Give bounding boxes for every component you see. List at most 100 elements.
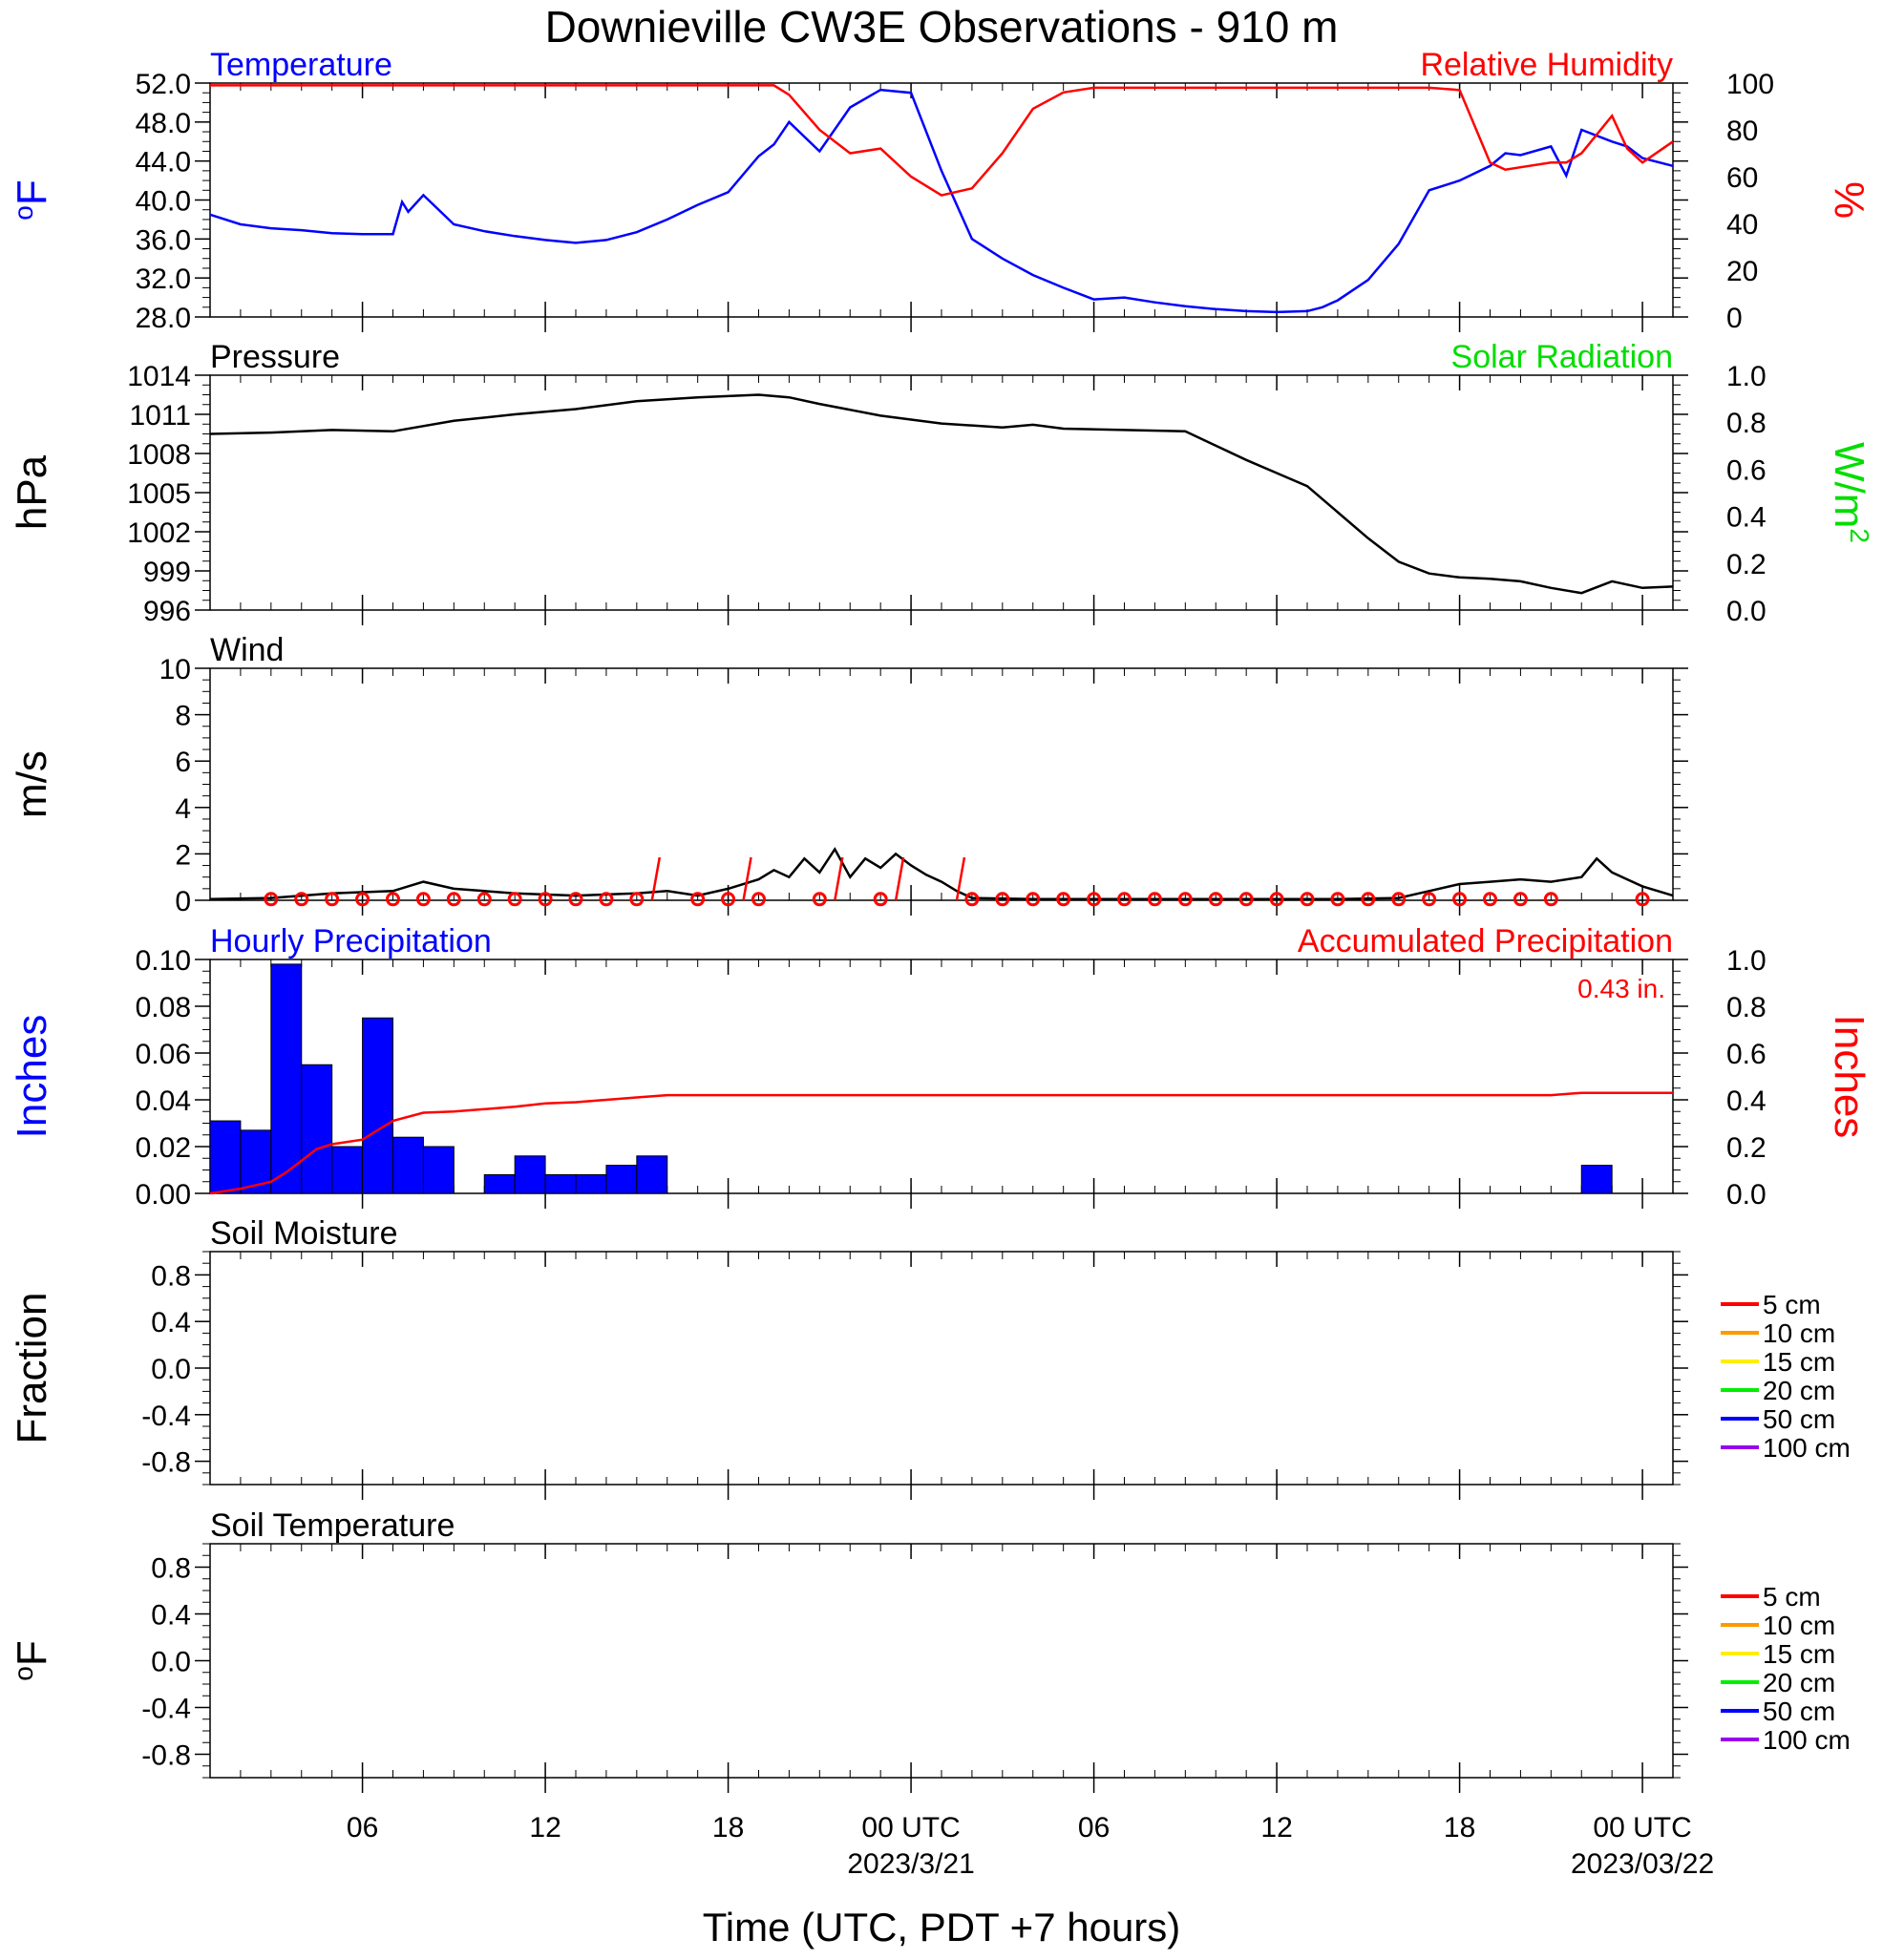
y-left-tick-label: 0 [175, 886, 191, 917]
precip-bar [605, 1165, 638, 1194]
wind-calm-circle [751, 892, 766, 907]
wind-calm-circle [386, 892, 400, 907]
y-left-tick-label: -0.4 [141, 1401, 191, 1432]
y-left-tick-label: 28.0 [136, 303, 191, 334]
y-right-tick-label: 20 [1726, 256, 1758, 287]
y-left-tick-label: 0.8 [151, 1553, 191, 1585]
wind-calm-circle [446, 892, 461, 907]
y-right-tick-label: 0.2 [1726, 549, 1767, 580]
y-left-tick-label: 44.0 [136, 147, 191, 179]
legend-label: 50 cm [1763, 1404, 1835, 1434]
figure-title: Downieville CW3E Observations - 910 m [545, 2, 1339, 52]
wind-calm-circle [812, 892, 827, 907]
y-left-tick-label: -0.8 [141, 1447, 191, 1479]
y-right-tick-label: 60 [1726, 162, 1758, 194]
wind-calm-circle [476, 892, 492, 907]
precip-bar [331, 1146, 364, 1194]
wind-calm-circle [1361, 892, 1376, 907]
y-left-tick-label: 48.0 [136, 108, 191, 139]
y-left-tick-label: 0.10 [136, 945, 191, 977]
wind-calm-circle [507, 892, 522, 907]
y-right-tick-label: 1.0 [1726, 945, 1767, 977]
panel-temperature_humidity: 28.0 32.0 36.0 40.0 44.0 48.0 52.0 0 20 40 60 80 100… [9, 47, 1872, 334]
y-left-axis-label: oF [9, 1640, 55, 1680]
precip-bar [270, 963, 303, 1194]
precip-bar [514, 1155, 546, 1194]
wind-calm-circle [325, 892, 340, 907]
wind-calm-circle [1452, 892, 1468, 907]
panel-pressure_solar: 996 999 1002 1005 1008 1011 1014 0.0 0.2 0.4 0.6 0.… [9, 339, 1874, 627]
wind-calm-circle [873, 892, 888, 907]
y-left-tick-label: 0.00 [136, 1179, 191, 1211]
x-tick-label: 12 [529, 1812, 561, 1844]
y-right-tick-label: 0.0 [1726, 1179, 1767, 1211]
y-right-tick-label: 0.2 [1726, 1132, 1767, 1164]
y-right-tick-label: 100 [1726, 69, 1774, 100]
y-right-tick-label: 0.6 [1726, 454, 1767, 486]
wind-calm-circle [1177, 892, 1193, 907]
panel-wind: 0 2 4 6 8 10 Wind m/s [9, 632, 1688, 917]
y-left-tick-label: 0.02 [136, 1132, 191, 1164]
wind-barb [834, 856, 844, 901]
y-left-tick-label: 0.04 [136, 1085, 191, 1117]
x-tick-label: 06 [1078, 1812, 1110, 1844]
y-left-tick-label: 0.0 [151, 1354, 191, 1385]
series-pressure [209, 393, 1674, 595]
x-tick-date-label: 2023/3/21 [847, 1848, 974, 1880]
plot-frame [209, 1251, 1674, 1486]
wind-calm-circle [1300, 892, 1315, 907]
y-left-tick-label: 0.8 [151, 1260, 191, 1292]
wind-barb [894, 856, 905, 901]
y-left-tick-label: 0.4 [151, 1307, 191, 1338]
wind-calm-circle [629, 892, 645, 907]
legend-label: 10 cm [1763, 1318, 1835, 1348]
precip-bar [1580, 1165, 1613, 1194]
y-left-tick-label: 1014 [127, 361, 191, 392]
y-right-tick-label: 0.8 [1726, 992, 1767, 1023]
legend-label: 5 cm [1763, 1582, 1821, 1612]
wind-calm-circle [1208, 892, 1223, 907]
wind-calm-circle [1635, 892, 1650, 907]
wind-calm-circle [355, 892, 370, 907]
wind-calm-circle [1087, 892, 1102, 907]
legend-label: 10 cm [1763, 1611, 1835, 1640]
panel-soil_moisture: -0.8 -0.4 0.0 0.4 0.8 Soil Moisture Fraction 5 … [9, 1215, 1851, 1500]
legend-label: 20 cm [1763, 1668, 1835, 1697]
panel-right-title: Solar Radiation [1451, 339, 1673, 375]
y-left-tick-label: 999 [143, 557, 191, 588]
y-right-tick-label: 40 [1726, 209, 1758, 241]
wind-barb [955, 856, 966, 901]
y-right-tick-label: 0.4 [1726, 502, 1767, 534]
y-left-axis-label: m/s [9, 750, 55, 818]
wind-calm-circle [415, 892, 431, 907]
x-axis-label: Time (UTC, PDT +7 hours) [703, 1905, 1181, 1949]
wind-calm-circle [599, 892, 614, 907]
y-right-tick-label: 0.8 [1726, 408, 1767, 439]
panel-left-title: Hourly Precipitation [210, 923, 492, 959]
y-left-tick-label: 1008 [127, 439, 191, 471]
precip-bar [544, 1173, 577, 1194]
y-left-tick-label: 1011 [129, 400, 191, 432]
panel-left-title: Wind [210, 632, 284, 668]
wind-calm-circle [1147, 892, 1162, 907]
y-left-tick-label: 1005 [127, 478, 191, 510]
wind-calm-circle [1117, 892, 1132, 907]
y-left-tick-label: 1002 [127, 517, 191, 549]
x-tick-label: 06 [347, 1812, 378, 1844]
wind-barb [650, 856, 662, 901]
wind-calm-circle [1056, 892, 1071, 907]
y-left-tick-label: 0.06 [136, 1039, 191, 1070]
y-left-tick-label: 32.0 [136, 263, 191, 295]
y-left-tick-label: 2 [175, 839, 191, 871]
y-left-tick-label: 0.08 [136, 992, 191, 1023]
legend-label: 20 cm [1763, 1376, 1835, 1405]
x-tick-label: 18 [712, 1812, 744, 1844]
y-left-tick-label: 996 [143, 596, 191, 627]
panel-left-title: Pressure [210, 339, 340, 375]
precip-bar [392, 1136, 424, 1194]
panel-left-title: Temperature [210, 47, 392, 83]
y-left-tick-label: 6 [175, 747, 191, 778]
y-right-tick-label: 80 [1726, 116, 1758, 147]
y-left-axis-label: hPa [9, 454, 55, 530]
